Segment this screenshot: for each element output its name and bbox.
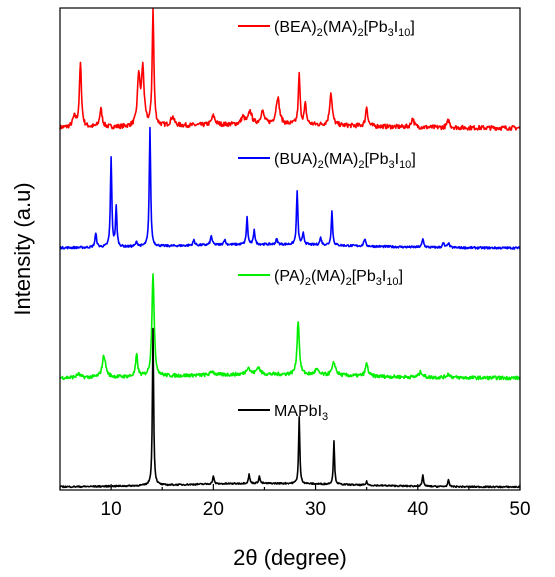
legends-layer: (BEA)2(MA)2[Pb3I10] (BUA)2(MA)2[Pb3I10] (P… (238, 19, 416, 423)
series-line (59, 126, 521, 250)
legend-label: (BEA)2(MA)2[Pb3I10] (274, 19, 415, 39)
x-tick-label: 50 (509, 499, 530, 520)
series-line (59, 7, 521, 131)
x-tick-label: 10 (101, 499, 122, 520)
x-tick-label: 40 (407, 499, 428, 520)
x-axis-title: 2θ (degree) (233, 545, 347, 570)
y-axis-title: Intensity (a.u) (10, 182, 35, 315)
series-line (59, 327, 521, 489)
x-tick-label: 30 (305, 499, 326, 520)
legend-label: (BUA)2(MA)2[Pb3I10] (274, 151, 416, 171)
legend-label: MAPbI3 (274, 403, 328, 423)
x-tick-label: 20 (203, 499, 224, 520)
legend-label: (PA)2(MA)2[Pb3I10] (274, 268, 403, 288)
x-ticks: 10 20 30 40 50 (59, 484, 531, 520)
series-line (59, 273, 521, 381)
plot-frame (59, 7, 521, 491)
curves-layer (59, 7, 521, 489)
